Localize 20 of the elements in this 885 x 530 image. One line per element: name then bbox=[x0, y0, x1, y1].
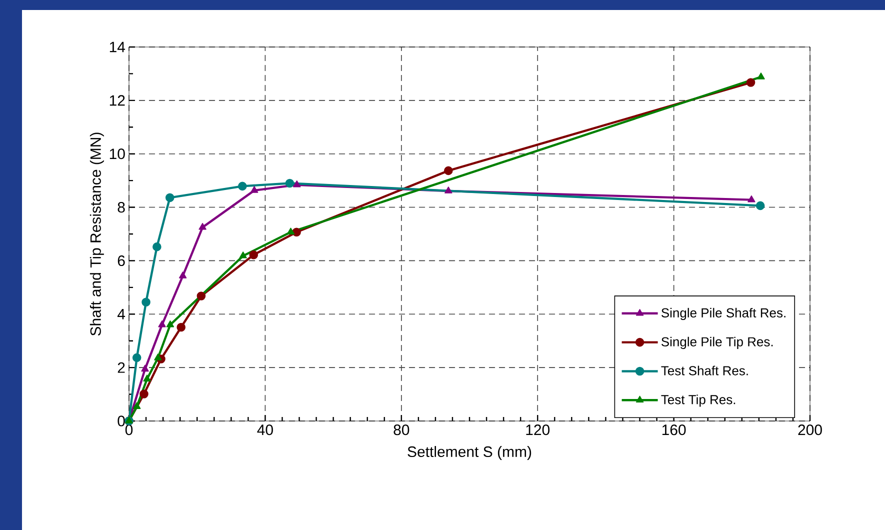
legend-label: Single Pile Tip Res. bbox=[661, 336, 773, 349]
y-tick-label: 14 bbox=[110, 42, 126, 52]
legend-label: Single Pile Shaft Res. bbox=[661, 308, 786, 320]
y-tick-label: 4 bbox=[117, 308, 126, 320]
y-tick-label: 2 bbox=[118, 362, 125, 373]
x-tick-label: 200 bbox=[798, 424, 822, 436]
x-tick-label: 40 bbox=[257, 424, 273, 436]
x-tick-label: 160 bbox=[662, 424, 686, 436]
y-tick-label: 0 bbox=[118, 416, 125, 426]
legend-label: Test Tip Res. bbox=[661, 394, 736, 407]
y-tick-label: 6 bbox=[118, 255, 125, 266]
y-axis-title: Shaft and Tip Resistance (MN) bbox=[90, 132, 104, 336]
x-tick-label: 120 bbox=[526, 424, 550, 436]
x-axis-title: Settlement S (mm) bbox=[408, 446, 532, 460]
y-tick-label: 10 bbox=[110, 148, 125, 160]
y-tick-label: 8 bbox=[118, 202, 125, 213]
legend-label: Test Shaft Res. bbox=[661, 366, 748, 376]
x-tick-label: 80 bbox=[394, 424, 410, 436]
y-tick-label: 12 bbox=[110, 95, 125, 106]
x-tick-label: 0 bbox=[125, 424, 133, 436]
